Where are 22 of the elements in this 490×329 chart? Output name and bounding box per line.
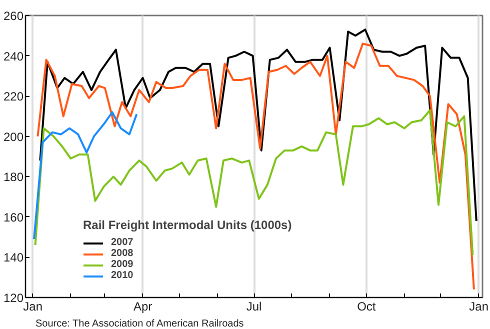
legend-label: 2009 [111, 259, 134, 270]
y-tick-label: 260 [3, 9, 24, 23]
y-tick-label: 220 [3, 90, 24, 104]
y-tick-label: 200 [3, 130, 24, 144]
legend-label: 2010 [111, 270, 134, 281]
y-tick-label: 240 [3, 49, 24, 64]
x-tick-label: Apr [133, 300, 152, 314]
legend-label: 2008 [111, 248, 134, 259]
y-tick-label: 120 [3, 291, 24, 305]
x-tick-label: Jul [246, 300, 262, 314]
y-tick-label: 160 [3, 210, 24, 224]
source-note: Source: The Association of American Railroads [36, 318, 244, 329]
legend-label: 2007 [111, 237, 134, 248]
x-tick-label: Oct [357, 300, 376, 314]
y-tick-label: 140 [3, 250, 24, 265]
line-series [39, 28, 478, 222]
line-series [36, 42, 475, 290]
legend-title: Rail Freight Intermodal Units (1000s) [83, 218, 292, 232]
x-tick-label: Jan [23, 300, 43, 314]
x-tick-label: Jan [469, 300, 489, 314]
line-series [34, 109, 474, 256]
y-tick-label: 180 [3, 170, 24, 184]
